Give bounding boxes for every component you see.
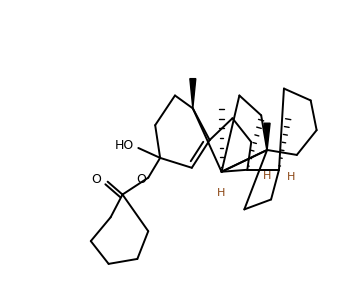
Text: H: H [263, 171, 271, 181]
Polygon shape [264, 123, 270, 150]
Text: H: H [287, 172, 295, 182]
Text: O: O [91, 173, 101, 186]
Text: H: H [218, 188, 226, 197]
Text: O: O [136, 173, 146, 186]
Polygon shape [190, 79, 196, 108]
Text: HO: HO [115, 139, 134, 151]
